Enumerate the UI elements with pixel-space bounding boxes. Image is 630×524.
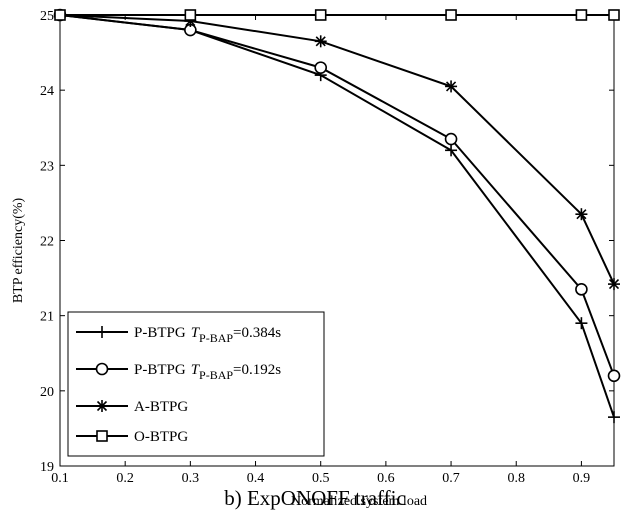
- data-point: [314, 35, 327, 48]
- legend-param-subscript: P-BAP: [199, 331, 233, 345]
- y-tick-label: 23: [40, 159, 54, 174]
- legend-item: P-BTPG TP-BAP=0.192s: [76, 362, 281, 382]
- x-tick-label: 0.4: [247, 471, 265, 486]
- legend-marker: [96, 400, 108, 412]
- y-tick-label: 21: [40, 310, 54, 325]
- legend-param: T: [191, 362, 201, 378]
- legend-marker: [96, 430, 108, 442]
- x-axis-label: Normalized system load: [291, 494, 427, 509]
- legend-marker: [96, 326, 108, 338]
- legend-param-value: =0.384s: [233, 325, 281, 341]
- x-tick-label: 0.5: [312, 471, 330, 486]
- legend-series-name: O-BTPG: [134, 429, 188, 445]
- data-point: [314, 61, 328, 74]
- series-line: [59, 14, 615, 377]
- data-point: [54, 9, 66, 21]
- legend-label: P-BTPG TP-BAP=0.384s: [134, 325, 281, 345]
- data-point: [575, 9, 588, 21]
- data-point: [608, 278, 620, 291]
- legend-label: A-BTPG: [134, 399, 188, 415]
- figure-caption: b) ExpONOFF traffic: [224, 486, 406, 510]
- legend-box: [67, 311, 325, 457]
- marker-star-d2: [96, 400, 108, 412]
- series-4: [54, 9, 620, 21]
- data-point: [444, 132, 458, 146]
- data-point: [314, 9, 327, 21]
- data-point: [445, 144, 458, 157]
- y-tick-label: 20: [40, 385, 54, 400]
- data-point: [607, 369, 621, 383]
- marker-star-d2: [608, 279, 620, 290]
- y-tick-label: 25: [40, 9, 54, 24]
- legend-param: T: [191, 325, 201, 341]
- legend-series-name: P-BTPG: [134, 325, 186, 341]
- data-point: [575, 283, 588, 296]
- legend-item: P-BTPG TP-BAP=0.384s: [76, 325, 281, 345]
- series-line: [59, 14, 615, 285]
- x-tick-label: 0.1: [51, 471, 69, 486]
- legend-param-subscript: P-BAP: [199, 368, 233, 382]
- y-axis-label: BTP efficiency(%): [11, 197, 26, 303]
- x-tick-label: 0.3: [182, 471, 200, 486]
- marker-star-d2: [576, 209, 587, 220]
- x-tick-label: 0.8: [507, 471, 525, 486]
- legend-item: O-BTPG: [76, 429, 188, 445]
- data-point: [445, 80, 458, 93]
- x-tick-label: 0.6: [377, 471, 395, 486]
- data-point: [575, 317, 588, 330]
- data-point: [608, 411, 620, 424]
- series-3: [54, 9, 620, 291]
- legend-item: A-BTPG: [76, 399, 188, 415]
- x-tick-label: 0.2: [116, 471, 134, 486]
- marker-star-d2: [445, 81, 457, 92]
- x-tick-label: 0.9: [573, 471, 591, 486]
- legend-label: P-BTPG TP-BAP=0.192s: [134, 362, 281, 382]
- legend-marker: [95, 362, 109, 376]
- y-tick-label: 22: [40, 235, 54, 250]
- marker-star-d2: [315, 36, 326, 47]
- data-point: [608, 9, 620, 21]
- data-point: [184, 9, 197, 21]
- legend-series-name: P-BTPG: [134, 362, 186, 378]
- legend-series-name: A-BTPG: [134, 399, 188, 415]
- x-tick-label: 0.7: [442, 471, 460, 486]
- data-point: [445, 9, 457, 21]
- y-tick-label: 24: [40, 84, 54, 99]
- data-point: [575, 208, 588, 221]
- y-tick-label: 19: [40, 460, 54, 475]
- legend-param-value: =0.192s: [233, 362, 281, 378]
- series-2: [53, 8, 621, 383]
- legend-label: O-BTPG: [134, 429, 188, 445]
